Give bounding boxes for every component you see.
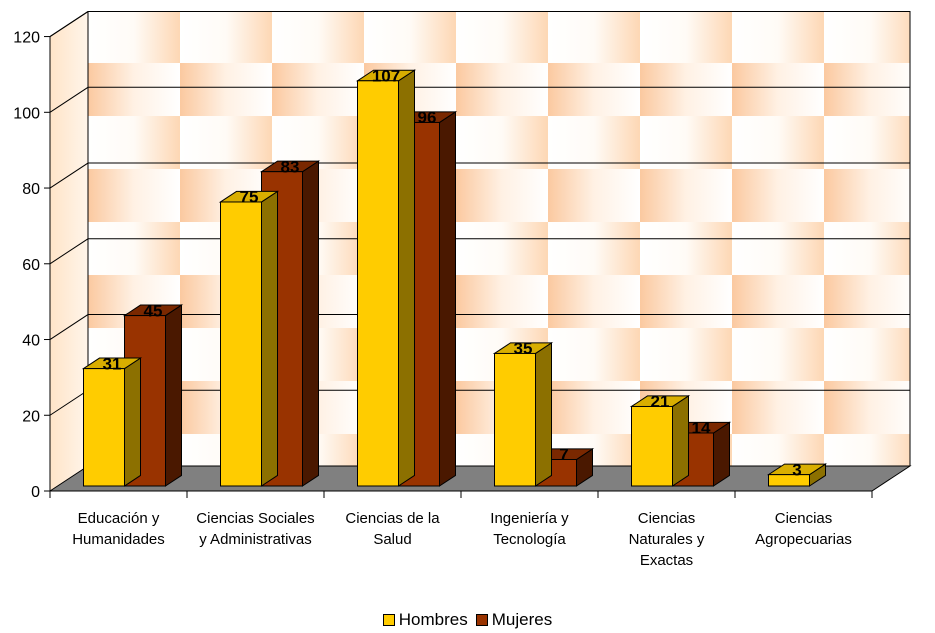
- legend-item-hombres: Hombres: [382, 610, 468, 630]
- axes: [44, 11, 911, 498]
- bar-hombres-2: [355, 69, 417, 487]
- legend-item-mujeres: Mujeres: [475, 610, 553, 630]
- chart-plot: 3 14 21 7 35 96 107 83 75 45 31 0 20 40 60 80 100 120 Edu…: [13, 11, 912, 569]
- y-tick-label: 40: [22, 333, 40, 350]
- bar-front: [494, 352, 536, 487]
- bar-hombres-1: [218, 190, 280, 487]
- x-tick-label: Ciencias Naturales y Exactas: [629, 510, 705, 569]
- y-tick-label: 120: [13, 30, 40, 47]
- legend-label-hombres: Hombres: [398, 610, 468, 629]
- data-label: 31: [103, 354, 122, 373]
- data-label: 21: [651, 392, 670, 411]
- legend-label-mujeres: Mujeres: [491, 610, 553, 629]
- y-tick-label: 100: [13, 105, 40, 122]
- x-tick-label: Ciencias de la Salud: [345, 510, 440, 548]
- data-label: 107: [372, 67, 400, 86]
- x-tick-label: Educación y Humanidades: [72, 510, 165, 548]
- legend: Hombres Mujeres: [0, 610, 935, 630]
- bar-side: [124, 357, 141, 487]
- x-tick-label: Ciencias Sociales y Administrativas: [196, 510, 314, 548]
- legend-swatch-hombres: [382, 614, 395, 626]
- y-tick-label: 60: [22, 257, 40, 274]
- bars: [81, 69, 828, 487]
- data-label: 75: [240, 188, 259, 207]
- bar-front: [768, 474, 810, 487]
- y-tick-label: 0: [31, 484, 40, 501]
- y-tick-label: 20: [22, 408, 40, 425]
- bar-hombres-0: [81, 357, 143, 487]
- bar-side: [261, 190, 278, 487]
- wall-outline: [49, 11, 911, 466]
- bar-side: [398, 69, 415, 487]
- x-tick-label: Ingeniería y Tecnología: [490, 510, 569, 548]
- data-labels: 3 14 21 7 35 96 107 83 75 45 31: [103, 67, 802, 480]
- x-tick-label: Ciencias Agropecuarias: [755, 510, 852, 548]
- tick-labels: 0 20 40 60 80 100 120 Educación y Humanidades Cie…: [13, 30, 852, 569]
- y-tick-label: 80: [22, 181, 40, 198]
- bar-side: [535, 341, 552, 487]
- bar-front: [357, 80, 399, 487]
- bar-front: [83, 368, 125, 487]
- legend-swatch-mujeres: [475, 614, 488, 626]
- bar-hombres-5: [766, 463, 828, 487]
- bar-side: [672, 394, 689, 487]
- data-label: 3: [792, 460, 801, 479]
- bar-side: [165, 304, 182, 487]
- data-label: 35: [514, 339, 533, 358]
- data-label: 7: [559, 445, 568, 464]
- bar-front: [631, 405, 673, 487]
- bar-hombres-3: [492, 341, 554, 487]
- data-label: 96: [418, 108, 437, 127]
- bar-side: [302, 160, 319, 487]
- data-label: 14: [692, 419, 711, 438]
- bar-side: [439, 110, 456, 487]
- data-label: 45: [144, 301, 163, 320]
- bar-hombres-4: [629, 394, 691, 487]
- bar-front: [220, 201, 262, 487]
- data-label: 83: [281, 157, 300, 176]
